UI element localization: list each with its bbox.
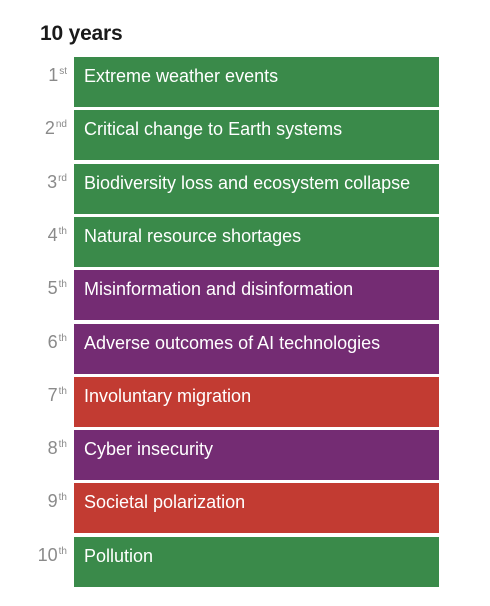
list-item: 9th Societal polarization [0, 483, 490, 534]
rank-suffix: st [59, 66, 67, 77]
list-item: 7th Involuntary migration [0, 376, 490, 427]
list-item: 4th Natural resource shortages [0, 216, 490, 267]
list-item: 2nd Critical change to Earth systems [0, 110, 490, 161]
risk-label: Misinformation and disinformation [84, 279, 354, 300]
risk-bar: Adverse outcomes of AI technologies [74, 323, 439, 374]
risk-label: Societal polarization [84, 492, 246, 513]
risk-label: Biodiversity loss and ecosystem collapse [84, 172, 411, 193]
rank-number: 10th [37, 544, 67, 565]
rank-suffix: th [58, 439, 67, 451]
risk-label: Critical change to Earth systems [84, 119, 343, 140]
risk-bar: Societal polarization [74, 483, 439, 534]
risk-bar: Misinformation and disinformation [74, 270, 439, 321]
list-item: 8th Cyber insecurity [0, 430, 490, 481]
risk-bar: Critical change to Earth systems [74, 110, 439, 161]
rank-number: 6th [47, 331, 67, 352]
rank-number: 1st [48, 65, 67, 85]
risk-bar: Natural resource shortages [74, 216, 439, 267]
rank-number: 2nd [44, 118, 67, 139]
rank-number: 7th [47, 384, 67, 405]
rank-number: 8th [47, 438, 67, 459]
list-title: 10 years [40, 22, 123, 45]
rank-number: 9th [47, 491, 67, 512]
risk-label: Pollution [84, 545, 154, 566]
rank-suffix: rd [58, 172, 67, 184]
rank-suffix: th [58, 279, 67, 291]
list-item: 5th Misinformation and disinformation [0, 270, 490, 321]
risk-label: Natural resource shortages [84, 225, 302, 246]
rank-suffix: th [58, 385, 67, 397]
rank-number: 4th [47, 224, 67, 245]
list-item: 1st Extreme weather events [0, 57, 490, 107]
risk-bar: Pollution [74, 536, 439, 587]
rank-suffix: th [58, 545, 67, 557]
risk-label: Involuntary migration [84, 385, 252, 406]
rank-suffix: th [58, 492, 67, 504]
risk-label: Cyber insecurity [84, 439, 214, 460]
risk-bar: Extreme weather events [74, 57, 439, 107]
list-item: 10th Pollution [0, 536, 490, 587]
rank-number: 3rd [47, 171, 67, 192]
list-item: 3rd Biodiversity loss and ecosystem coll… [0, 163, 490, 214]
rank-suffix: th [58, 332, 67, 344]
rank-suffix: nd [55, 119, 67, 131]
rank-suffix: th [58, 225, 67, 237]
risk-bar: Biodiversity loss and ecosystem collapse [74, 163, 439, 214]
risk-bar: Cyber insecurity [74, 430, 439, 481]
risk-bar: Involuntary migration [74, 376, 439, 427]
risk-label: Adverse outcomes of AI technologies [84, 332, 381, 353]
list-item: 6th Adverse outcomes of AI technologies [0, 323, 490, 374]
risk-label: Extreme weather events [84, 66, 279, 86]
rank-number: 5th [47, 278, 67, 299]
